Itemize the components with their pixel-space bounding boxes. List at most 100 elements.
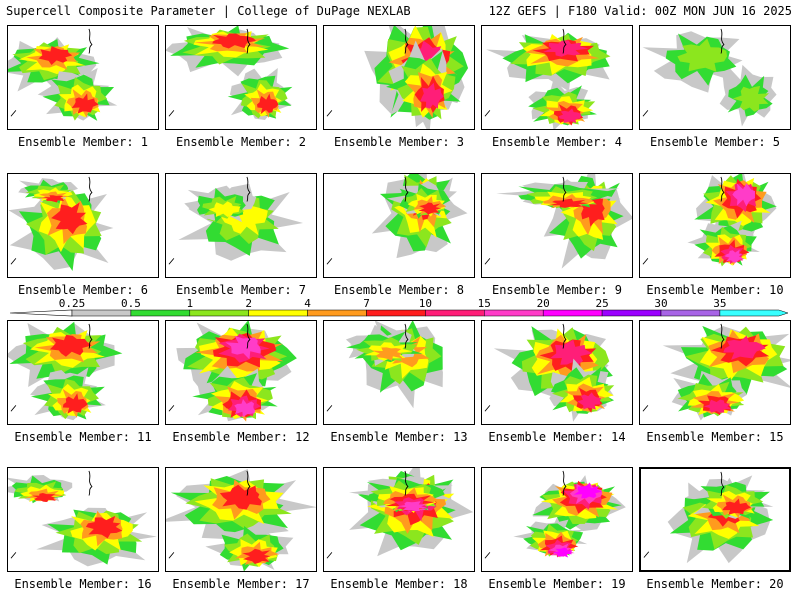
scp-field-map xyxy=(326,321,443,412)
ensemble-member-label: Ensemble Member: 18 xyxy=(330,577,468,591)
scp-field-map xyxy=(166,26,293,120)
colorbar-tick-label: 30 xyxy=(654,297,668,310)
coastline-outline xyxy=(10,470,93,559)
colorbar-tick-label: 15 xyxy=(477,297,491,310)
scp-contour-fill xyxy=(219,484,262,510)
ensemble-member-label: Ensemble Member: 17 xyxy=(172,577,310,591)
ensemble-map-panel[interactable] xyxy=(323,320,475,425)
scp-contour-fill xyxy=(723,335,766,360)
ensemble-member-label: Ensemble Member: 13 xyxy=(330,430,468,444)
colorbar-segment xyxy=(130,309,191,317)
scp-contour-fill xyxy=(371,347,404,361)
ensemble-member-label: Ensemble Member: 10 xyxy=(646,283,784,297)
scp-field-map xyxy=(168,321,297,422)
ensemble-map-panel[interactable] xyxy=(7,173,159,278)
colorbar-tick-label: 2 xyxy=(245,297,252,310)
ensemble-map-panel[interactable] xyxy=(481,25,633,130)
scp-contour-fill xyxy=(577,392,602,410)
scp-field-map xyxy=(484,174,632,269)
scp-contour-fill xyxy=(722,498,752,515)
ensemble-map-panel[interactable] xyxy=(639,25,791,130)
ensemble-map-panel[interactable] xyxy=(323,25,475,130)
coastline-outline xyxy=(10,176,93,265)
scp-contour-fill xyxy=(732,85,770,112)
coastline-outline xyxy=(168,470,251,559)
scp-contour-fill xyxy=(732,183,755,207)
ensemble-map-panel[interactable] xyxy=(165,320,317,425)
scp-contour-fill xyxy=(677,38,728,72)
colorbar-segment xyxy=(484,309,544,317)
colorbar-tick-label: 25 xyxy=(595,297,609,310)
scp-field-map xyxy=(484,470,626,559)
colorbar-tick-label: 20 xyxy=(536,297,550,310)
ensemble-map-panel[interactable] xyxy=(7,25,159,130)
scp-contour-fill xyxy=(420,82,444,109)
colorbar-segment xyxy=(601,309,662,317)
colorbar-tick-label: 4 xyxy=(304,297,311,310)
ensemble-member-label: Ensemble Member: 12 xyxy=(172,430,310,444)
colorbar-segment xyxy=(71,309,132,317)
coastline-outline xyxy=(484,323,567,412)
scp-contour-fill xyxy=(49,334,92,357)
scp-contour-fill xyxy=(62,393,88,414)
ensemble-map-panel[interactable] xyxy=(323,173,475,278)
run-valid-time: 12Z GEFS | F180 Valid: 00Z MON JUN 16 20… xyxy=(488,4,792,18)
ensemble-map-panel[interactable] xyxy=(639,173,791,278)
ensemble-map-panel[interactable] xyxy=(7,467,159,572)
coastline-outline xyxy=(168,28,251,117)
colorbar-tick-label: 1 xyxy=(186,297,194,310)
ensemble-map-panel[interactable] xyxy=(165,25,317,130)
ensemble-map-panel[interactable] xyxy=(481,173,633,278)
coastline-outline xyxy=(643,471,725,558)
scp-contour-fill xyxy=(234,398,256,418)
ensemble-map-panel[interactable] xyxy=(7,320,159,425)
colorbar-segment xyxy=(660,309,721,317)
scp-field-map xyxy=(326,174,468,265)
colorbar-min-arrow xyxy=(9,309,73,317)
ensemble-member-label: Ensemble Member: 15 xyxy=(646,430,784,444)
color-scale-bar xyxy=(9,309,789,317)
ensemble-map-panel[interactable] xyxy=(165,467,317,572)
scp-field-map xyxy=(484,28,611,129)
ensemble-member-label: Ensemble Member: 9 xyxy=(491,283,623,297)
coastline-outline xyxy=(168,176,251,265)
scp-contour-fill xyxy=(543,40,589,57)
scp-field-map xyxy=(8,321,123,421)
coastline-outline xyxy=(484,176,567,265)
coastline-outline xyxy=(484,470,567,559)
coastline-outline xyxy=(326,323,409,412)
colorbar-segment xyxy=(719,309,789,317)
scp-contour-fill xyxy=(256,93,279,115)
colorbar-tick-label: 10 xyxy=(418,297,433,310)
coastline-outline xyxy=(326,28,409,117)
scp-contour-fill xyxy=(397,501,429,512)
scp-contour-fill xyxy=(225,335,261,360)
ensemble-map-panel[interactable] xyxy=(481,320,633,425)
scp-field-map xyxy=(326,468,474,559)
scp-contour-fill xyxy=(552,547,574,558)
colorbar-tick-label: 35 xyxy=(713,297,727,310)
coastline-outline xyxy=(168,323,251,412)
scp-contour-fill xyxy=(573,483,603,499)
scp-contour-fill xyxy=(38,46,73,66)
colorbar-segment xyxy=(542,309,603,317)
ensemble-map-panel[interactable] xyxy=(323,467,475,572)
ensemble-map-panel[interactable] xyxy=(481,467,633,572)
coastline-outline xyxy=(326,470,409,559)
scp-field-map xyxy=(8,176,114,272)
coastline-outline xyxy=(484,28,567,117)
scp-contour-fill xyxy=(42,195,65,203)
ensemble-map-panel[interactable] xyxy=(639,467,791,572)
scp-contour-fill xyxy=(418,202,442,215)
ensemble-map-panel[interactable] xyxy=(639,320,791,425)
ensemble-member-label: Ensemble Member: 6 xyxy=(17,283,149,297)
scp-field-map xyxy=(642,28,777,127)
ensemble-map-panel[interactable] xyxy=(165,173,317,278)
colorbar-segment xyxy=(366,309,426,317)
colorbar-tick-label: 7 xyxy=(363,297,370,310)
scp-field-map xyxy=(642,323,790,421)
scp-contour-fill xyxy=(85,515,123,539)
ensemble-member-label: Ensemble Member: 16 xyxy=(14,577,152,591)
product-title: Supercell Composite Parameter | College … xyxy=(6,4,411,18)
ensemble-member-label: Ensemble Member: 2 xyxy=(175,135,307,149)
